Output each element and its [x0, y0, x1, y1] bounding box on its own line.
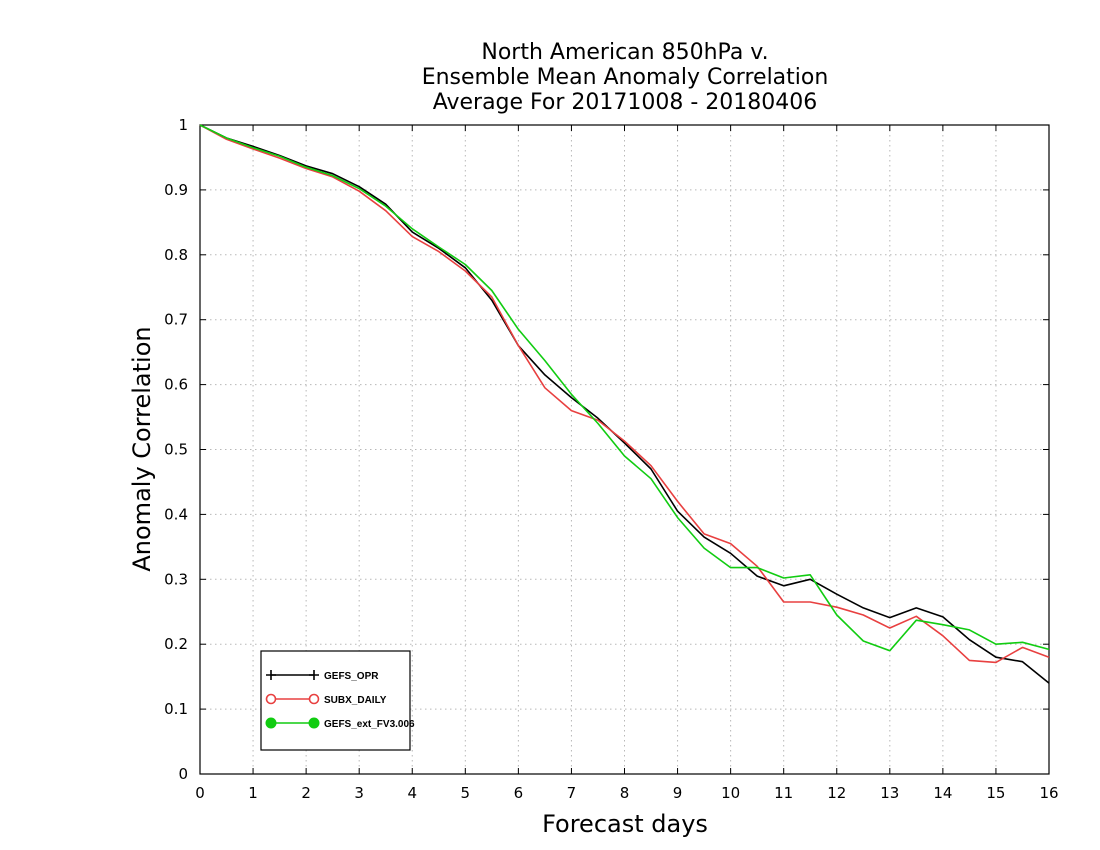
- y-tick-label: 0.1: [164, 700, 188, 718]
- series-layer: [199, 124, 1050, 684]
- legend-open-circle-marker: [308, 693, 320, 705]
- legend-plus-marker: [309, 670, 319, 680]
- legend-label: SUBX_DAILY: [324, 695, 387, 706]
- y-tick-label: 0.6: [164, 376, 188, 394]
- series-line-subx-daily: [199, 124, 1050, 664]
- legend-filled-circle-marker: [308, 717, 320, 729]
- x-tick-label: 8: [620, 784, 630, 802]
- chart-title: North American 850hPa v. Ensemble Mean A…: [422, 40, 829, 115]
- y-tick-label: 0.7: [164, 311, 188, 329]
- y-axis-title: Anomaly Correlation: [128, 326, 156, 571]
- x-tick-label: 7: [567, 784, 577, 802]
- x-tick-label: 5: [461, 784, 471, 802]
- x-tick-label: 4: [407, 784, 417, 802]
- x-tick-label: 13: [880, 784, 899, 802]
- legend: GEFS_OPR SUBX_DAILY GEFS_ext_FV3.006: [260, 650, 415, 751]
- x-tick-label: 12: [827, 784, 846, 802]
- x-tick-label: 1: [248, 784, 258, 802]
- y-axis: 0 0.1 0.2 0.3 0.4 0.5 0.6 0.7 0.8 0.9 1: [164, 116, 1049, 783]
- y-tick-label: 0.5: [164, 441, 188, 459]
- y-tick-label: 0.4: [164, 505, 188, 523]
- x-tick-label: 3: [354, 784, 364, 802]
- y-tick-label: 1: [178, 116, 188, 134]
- x-tick-label: 15: [986, 784, 1005, 802]
- legend-entry-subx-daily: SUBX_DAILY: [265, 693, 387, 706]
- y-tick-label: 0.3: [164, 570, 188, 588]
- y-tick-label: 0.2: [164, 635, 188, 653]
- x-tick-label: 0: [195, 784, 205, 802]
- legend-plus-marker: [266, 670, 276, 680]
- legend-box: [260, 650, 411, 751]
- legend-entry-gefs-ext-fv3-006: GEFS_ext_FV3.006: [265, 717, 415, 730]
- y-tick-label: 0: [178, 765, 188, 783]
- x-axis-title: Forecast days: [542, 810, 708, 838]
- x-tick-label: 9: [673, 784, 683, 802]
- x-tick-label: 10: [721, 784, 740, 802]
- x-axis: 0 1 2 3 4 5 6 7 8 9 10 11 12 13 14 15 16: [195, 125, 1059, 802]
- legend-open-circle-marker: [265, 693, 277, 705]
- x-tick-label: 11: [774, 784, 793, 802]
- chart-title-line-2: Ensemble Mean Anomaly Correlation: [422, 65, 829, 90]
- legend-label: GEFS_ext_FV3.006: [324, 719, 415, 730]
- x-tick-label: 2: [301, 784, 311, 802]
- chart-title-line-3: Average For 20171008 - 20180406: [433, 90, 818, 115]
- y-tick-label: 0.9: [164, 181, 188, 199]
- legend-entry-gefs-opr: GEFS_OPR: [266, 670, 379, 682]
- legend-filled-circle-marker: [265, 717, 277, 729]
- x-tick-label: 14: [933, 784, 952, 802]
- series-line-gefs-opr: [199, 124, 1050, 684]
- chart-title-line-1: North American 850hPa v.: [481, 40, 768, 65]
- legend-label: GEFS_OPR: [324, 671, 379, 682]
- y-tick-label: 0.8: [164, 246, 188, 264]
- x-tick-label: 16: [1039, 784, 1058, 802]
- series-line-gefs-ext-fv3-006: [199, 124, 1050, 652]
- x-tick-label: 6: [514, 784, 524, 802]
